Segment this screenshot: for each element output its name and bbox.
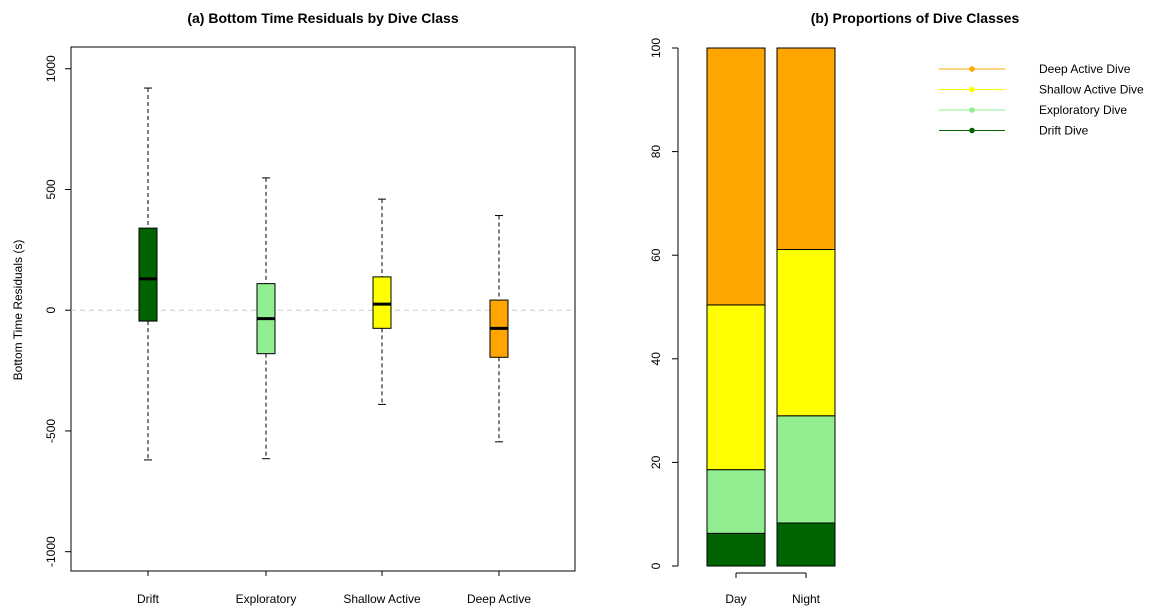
stacked-bar-title: (b) Proportions of Dive Classes xyxy=(811,10,1020,26)
stacked-bars xyxy=(706,47,836,567)
legend-marker xyxy=(969,66,975,72)
legend: Deep Active Dive Shallow Active Dive Explo… xyxy=(939,62,1144,138)
y-tick-label: 60 xyxy=(649,248,663,262)
legend-item-deep-active-dive: Deep Active Dive xyxy=(939,62,1131,76)
box-iqr xyxy=(372,276,392,329)
legend-marker xyxy=(969,127,975,134)
y-tick-label: -500 xyxy=(44,419,58,443)
legend-item-shallow-active-dive: Shallow Active Dive xyxy=(939,83,1144,97)
box-shallow-active xyxy=(372,198,392,405)
box-exploratory xyxy=(256,177,276,460)
x-tick-label: Night xyxy=(792,592,821,606)
stacked-bar-panel: (b) Proportions of Dive Classes 0 20 40 60 8… xyxy=(649,10,1144,606)
x-tick-label: Exploratory xyxy=(236,592,297,606)
boxplot-boxes xyxy=(138,87,509,461)
bar-segment-exploratory-dive xyxy=(706,469,766,534)
boxplot-title: (a) Bottom Time Residuals by Dive Class xyxy=(187,10,458,26)
y-tick-label: 0 xyxy=(44,307,58,314)
bar-segment-deep-active-dive xyxy=(776,47,836,251)
legend-item-drift-dive: Drift Dive xyxy=(939,124,1089,138)
x-tick-label: Shallow Active xyxy=(343,592,421,606)
y-tick-label: 0 xyxy=(649,562,663,569)
bar-segment-exploratory-dive xyxy=(776,415,836,524)
bar-segment-shallow-active-dive xyxy=(706,304,766,471)
legend-label: Shallow Active Dive xyxy=(1039,83,1144,97)
boxplot-panel: (a) Bottom Time Residuals by Dive Class … xyxy=(11,10,576,606)
bar-segment-shallow-active-dive xyxy=(776,249,836,417)
bar-segment-drift-dive xyxy=(776,522,836,567)
boxplot-x-tick-labels: Drift Exploratory Shallow Active Deep Activ… xyxy=(137,571,531,606)
x-tick-label: Drift xyxy=(137,592,160,606)
legend-item-exploratory-dive: Exploratory Dive xyxy=(939,103,1127,117)
boxplot-y-axis-label: Bottom Time Residuals (s) xyxy=(11,240,25,381)
stacked-bar-x-axis: Day Night xyxy=(725,572,821,606)
legend-marker xyxy=(969,86,975,93)
box-drift xyxy=(138,87,158,461)
y-tick-label: 500 xyxy=(44,179,58,199)
x-tick-label: Deep Active xyxy=(467,592,531,606)
bar-segment-drift-dive xyxy=(706,532,766,567)
legend-label: Deep Active Dive xyxy=(1039,62,1131,76)
y-tick-label: 1000 xyxy=(44,55,58,82)
stacked-bar-y-axis: 0 20 40 60 80 100 xyxy=(649,38,679,569)
bar-night xyxy=(776,47,836,567)
boxplot-y-axis: -1000 -500 0 500 1000 xyxy=(44,55,71,567)
y-tick-label: 40 xyxy=(649,352,663,366)
y-tick-label: 80 xyxy=(649,145,663,159)
boxplot-plot-frame xyxy=(70,46,576,572)
legend-label: Drift Dive xyxy=(1039,124,1089,138)
bar-day xyxy=(706,47,766,567)
legend-marker xyxy=(969,107,975,113)
box-iqr xyxy=(138,227,158,322)
y-tick-label: 20 xyxy=(649,455,663,469)
y-tick-label: -1000 xyxy=(44,536,58,567)
bar-segment-deep-active-dive xyxy=(706,47,766,306)
y-tick-label: 100 xyxy=(649,38,663,58)
legend-label: Exploratory Dive xyxy=(1039,103,1127,117)
x-tick-label: Day xyxy=(725,592,746,606)
box-deep-active xyxy=(489,215,509,443)
